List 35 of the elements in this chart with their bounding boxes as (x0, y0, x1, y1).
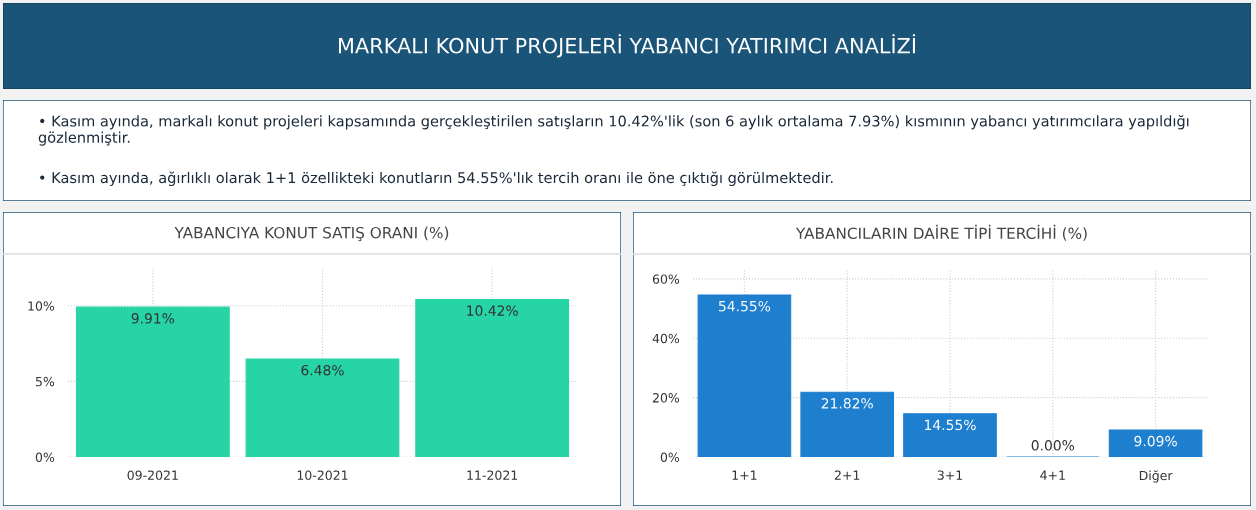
bar (1108, 429, 1203, 457)
text: • Kasım ayında, markalı konut projeleri kapsamında gerçekleştirilen satışların 10.42%'lik (son 6 aylık ortalama 7.93%) kısmının yabancı yatırımcılara yapıldığı gözlenmiştir. (38, 114, 1189, 146)
data-label: 54.55% (718, 300, 771, 312)
y-tick-label: 40% (652, 333, 680, 344)
chart-title: YABANCIYA KONUT SATIŞ ORANI (%) (174, 226, 449, 242)
bar (245, 358, 400, 457)
x-tick-label: 11-2021 (467, 470, 518, 480)
text: MARKALI KONUT PROJELERİ YABANCI YATIRIMCI ANALİZİ (339, 34, 915, 58)
text: • Kasım ayında, ağırlıklı olarak 1+1 özellikteki konutların 54.55%'lık tercih oranı ile öne çıktığı görülmektedir. (40, 171, 833, 187)
x-tick-label: 2+1 (834, 470, 860, 480)
x-tick-label: 4+1 (1040, 470, 1065, 480)
bar (415, 298, 570, 457)
bar (800, 391, 895, 457)
bar (903, 413, 997, 457)
chart-title: YABANCILARIN DAİRE TİPİ TERCİHİ (%) (795, 224, 1087, 241)
x-tick-label: Diğer (1139, 470, 1173, 483)
bar (75, 306, 230, 457)
data-label: 21.82% (821, 398, 873, 409)
x-tick-label: 09-2021 (127, 470, 178, 480)
data-label: 6.48% (301, 364, 344, 376)
bar (697, 294, 792, 457)
y-tick-label: 10% (28, 301, 55, 311)
y-tick-label: 60% (652, 274, 680, 284)
y-tick-label: 0% (35, 452, 55, 462)
y-tick-label: 5% (35, 376, 55, 387)
data-label: 10.42% (467, 305, 518, 316)
x-tick-label: 10-2021 (297, 470, 348, 480)
data-label: 9.91% (131, 313, 175, 324)
data-label: 9.09% (1134, 435, 1177, 447)
data-label: 14.55% (925, 419, 976, 431)
y-tick-label: 0% (660, 452, 680, 462)
y-tick-label: 20% (652, 393, 680, 403)
x-tick-label: 1+1 (732, 470, 757, 480)
data-label: 0.00% (1031, 440, 1075, 451)
x-tick-label: 3+1 (937, 470, 963, 480)
